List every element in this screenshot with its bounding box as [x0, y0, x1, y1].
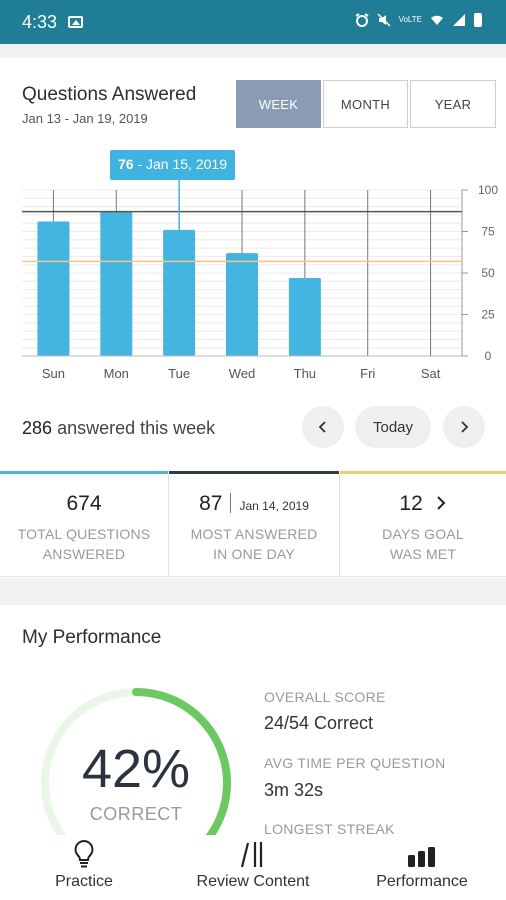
x-tick-label: Thu [294, 366, 316, 381]
stat-accent-bar [169, 471, 339, 474]
wifi-icon [431, 15, 443, 25]
stat-value-row: 87 Jan 14, 2019 [169, 492, 339, 516]
metric-label-avg-time: AVG TIME PER QUESTION [264, 755, 446, 771]
date-range: Jan 13 - Jan 19, 2019 [22, 111, 148, 126]
x-tick-label: Sun [42, 366, 65, 381]
tab-label: Performance [376, 873, 468, 890]
stat-label: MOST ANSWERED IN ONE DAY [169, 524, 339, 564]
performance-card: My Performance 42% CORRECT OVERALL SCORE… [0, 605, 506, 835]
stat-label: DAYS GOAL WAS MET [340, 524, 506, 564]
score-percent: 42% [81, 739, 191, 799]
metric-label-overall: OVERALL SCORE [264, 689, 386, 705]
alarm-icon [355, 13, 369, 27]
questions-bar-chart: 0 25 50 75 100 Sun Mon Tue Wed Thu Fri Sat [22, 180, 498, 381]
next-week-button[interactable] [443, 406, 485, 448]
bar-wed [226, 253, 258, 356]
stat-value-row: 12 [340, 492, 506, 516]
answered-count: 286 [22, 418, 53, 438]
x-tick-label: Wed [229, 366, 256, 381]
chart-tooltip: 76 - Jan 15, 2019 [110, 150, 235, 180]
stat-accent-bar [340, 471, 506, 474]
tooltip-date: - Jan 15, 2019 [137, 156, 227, 172]
today-button[interactable]: Today [355, 406, 431, 448]
divider [339, 474, 340, 577]
tab-week[interactable]: WEEK [236, 80, 321, 128]
y-tick-label: 100 [478, 183, 498, 197]
stat-value: 87 [199, 492, 223, 515]
stat-value: 674 [66, 492, 102, 515]
status-time: 4:33 [22, 12, 58, 32]
prev-week-button[interactable] [302, 406, 344, 448]
y-tick-label: 25 [481, 308, 495, 322]
x-tick-label: Fri [360, 366, 375, 381]
tab-month[interactable]: MONTH [323, 80, 408, 128]
stat-total-questions: 674 TOTAL QUESTIONS ANSWERED [0, 471, 168, 577]
tab-year[interactable]: YEAR [410, 80, 496, 128]
bar-mon [100, 211, 133, 356]
x-tick-label: Tue [168, 366, 190, 381]
stat-label-line1: TOTAL QUESTIONS [17, 526, 151, 542]
x-tick-label: Sat [421, 366, 441, 381]
network-label: VoLTE [398, 15, 422, 24]
separator [230, 493, 232, 513]
stat-most-answered: 87 Jan 14, 2019 MOST ANSWERED IN ONE DAY [169, 471, 339, 577]
metric-label-streak: LONGEST STREAK [264, 821, 395, 835]
tab-performance[interactable]: Performance [362, 835, 482, 900]
chevron-right-icon [461, 421, 469, 433]
tab-practice[interactable]: Practice [28, 835, 140, 900]
bottom-tab-bar: Practice Review Content Performance [0, 835, 506, 900]
tab-label: Review Content [196, 873, 310, 890]
status-bar: 4:33 VoLTE [0, 0, 506, 44]
divider [168, 474, 169, 577]
stat-label-line1: DAYS GOAL [382, 526, 464, 542]
y-tick-label: 50 [481, 266, 495, 280]
chevron-right-icon [436, 496, 446, 510]
bar-chart-icon [408, 847, 435, 867]
tooltip-value: 76 [118, 156, 134, 172]
score-percent-label: CORRECT [89, 804, 183, 824]
stat-accent-bar [0, 471, 168, 474]
mute-icon [377, 13, 391, 27]
performance-title: My Performance [22, 627, 162, 648]
signal-icon [453, 14, 465, 26]
stat-label: TOTAL QUESTIONS ANSWERED [0, 524, 168, 564]
bar-tue [163, 229, 196, 356]
battery-icon [474, 13, 482, 27]
score-ring [41, 688, 231, 835]
stat-label-line2: ANSWERED [42, 546, 126, 562]
photo-icon [68, 16, 83, 28]
stat-label-line1: MOST ANSWERED [190, 526, 318, 542]
tab-label: Practice [55, 873, 113, 890]
answered-text: answered this week [57, 418, 216, 438]
y-tick-label: 0 [485, 349, 492, 363]
stats-row: 674 TOTAL QUESTIONS ANSWERED 87 Jan 14, 2… [0, 471, 506, 577]
metric-value-overall: 24/54 Correct [264, 713, 374, 733]
ring-progress [41, 688, 231, 835]
books-icon [240, 842, 263, 868]
x-tick-label: Mon [104, 366, 129, 381]
bar-sun [37, 221, 70, 356]
bar-thu [288, 277, 321, 356]
questions-answered-card: Questions Answered Jan 13 - Jan 19, 2019… [0, 58, 506, 578]
stat-label-line2: IN ONE DAY [213, 546, 295, 562]
metric-value-avg-time: 3m 32s [264, 780, 324, 800]
lightbulb-icon [74, 839, 94, 868]
tab-review-content[interactable]: Review Content [183, 835, 323, 900]
y-tick-label: 75 [481, 225, 495, 239]
chevron-left-icon [318, 421, 326, 433]
stat-label-line2: WAS MET [389, 546, 457, 562]
stat-date: Jan 14, 2019 [239, 499, 309, 513]
answered-summary: 286 answered this week [22, 418, 215, 439]
card-title: Questions Answered [22, 84, 197, 105]
stat-days-goal-met[interactable]: 12 DAYS GOAL WAS MET [340, 471, 506, 577]
score-gauge: 42% CORRECT [36, 683, 236, 835]
stat-value: 12 [399, 492, 423, 515]
status-icons: VoLTE [355, 13, 482, 27]
